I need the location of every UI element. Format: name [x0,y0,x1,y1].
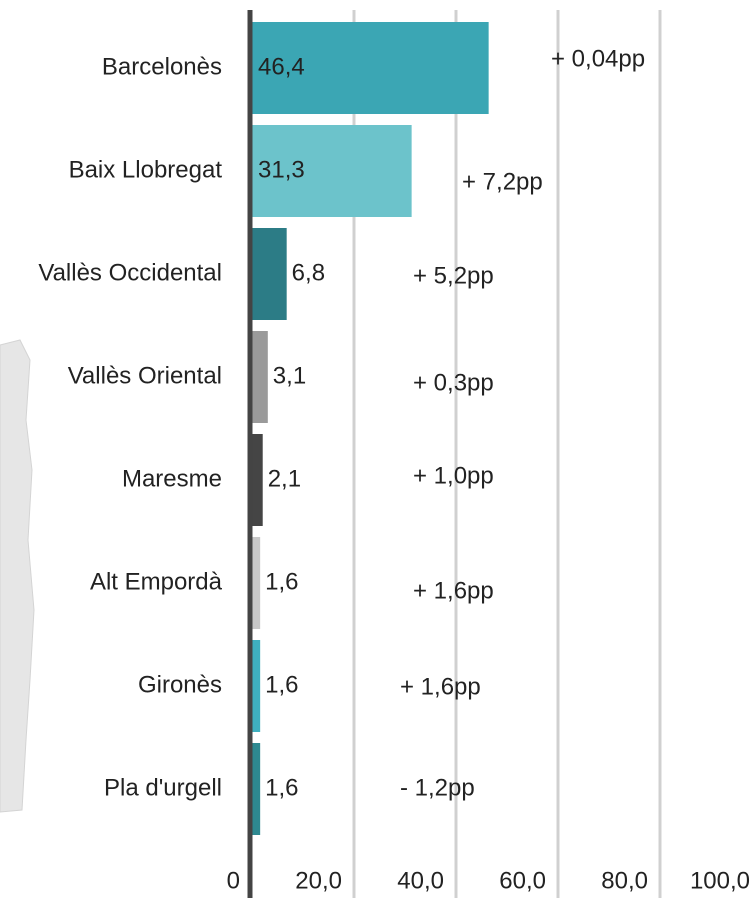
category-label: Maresme [122,465,222,492]
value-label: 1,6 [265,774,298,801]
value-label: 2,1 [268,465,301,492]
category-label: Vallès Occidental [38,259,222,286]
bar [252,22,489,114]
bar [252,125,412,217]
x-tick-label: 100,0 [690,867,750,894]
category-label: Pla d'urgell [104,774,222,801]
x-tick-label: 20,0 [295,867,342,894]
change-annotation: + 0,04pp [551,45,645,72]
value-label: 1,6 [265,671,298,698]
x-tick-label: 40,0 [397,867,444,894]
value-label: 31,3 [258,156,305,183]
category-label: Vallès Oriental [68,362,222,389]
change-annotation: + 1,6pp [413,577,494,604]
value-label: 6,8 [292,259,325,286]
change-annotation: + 7,2pp [462,168,543,195]
category-label: Barcelonès [102,53,222,80]
change-annotation: + 5,2pp [413,262,494,289]
category-label: Gironès [138,671,222,698]
change-annotation: + 1,6pp [400,673,481,700]
change-annotation: + 0,3pp [413,369,494,396]
bar [252,434,263,526]
value-label: 1,6 [265,568,298,595]
x-tick-label: 60,0 [499,867,546,894]
value-label: 46,4 [258,53,305,80]
bar [252,640,261,732]
value-label: 3,1 [273,362,306,389]
category-label: Baix Llobregat [69,156,223,183]
map-background [0,339,35,813]
x-tick-label: 80,0 [601,867,648,894]
x-tick-label: 0 [227,867,240,894]
category-label: Alt Empordà [90,568,223,595]
bar [252,331,268,423]
bar [252,537,261,629]
bar [252,743,261,835]
change-annotation: + 1,0pp [413,462,494,489]
change-annotation: - 1,2pp [400,774,475,801]
bar [252,228,287,320]
